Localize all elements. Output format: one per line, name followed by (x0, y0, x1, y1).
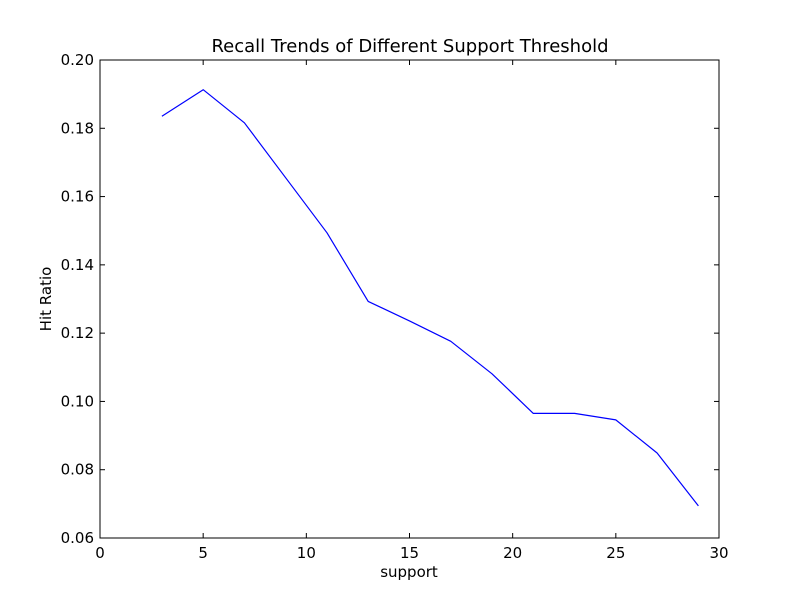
x-tick-label: 15 (400, 544, 419, 562)
x-tick-label: 0 (95, 544, 105, 562)
y-tick-label: 0.10 (61, 392, 94, 410)
x-tick-label: 20 (503, 544, 522, 562)
x-tick-label: 25 (606, 544, 625, 562)
y-axis: 0.06 0.08 0.10 0.12 0.14 0.16 0.18 0.20 (61, 51, 719, 547)
series-line (161, 89, 699, 507)
x-tick-label: 30 (709, 544, 728, 562)
y-axis-label: Hit Ratio (37, 267, 55, 332)
x-tick-label: 5 (198, 544, 208, 562)
y-tick-label: 0.12 (61, 324, 94, 342)
y-tick-label: 0.06 (61, 529, 94, 547)
y-tick-label: 0.16 (61, 188, 94, 206)
x-axis: 0 5 10 15 20 25 30 (95, 60, 729, 562)
y-tick-label: 0.20 (61, 51, 94, 69)
y-tick-label: 0.18 (61, 119, 94, 137)
x-tick-label: 10 (297, 544, 316, 562)
plot-area (161, 89, 699, 507)
x-axis-label: support (380, 563, 438, 581)
chart-title: Recall Trends of Different Support Thres… (211, 36, 608, 57)
y-tick-label: 0.08 (61, 461, 94, 479)
y-tick-label: 0.14 (61, 256, 94, 274)
